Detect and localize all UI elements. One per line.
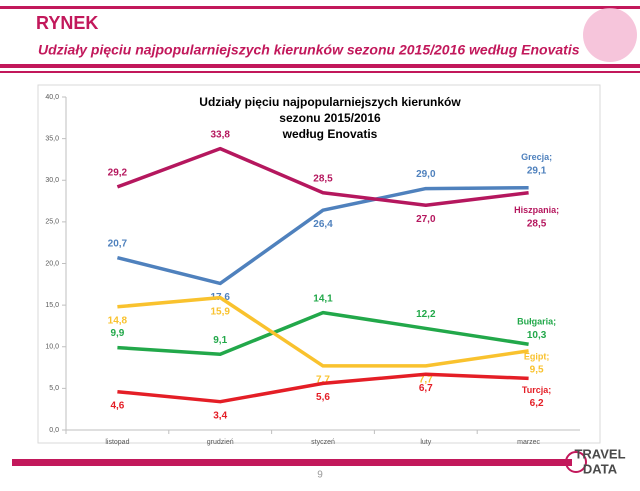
data-label: 28,5 (313, 173, 333, 184)
logo-ring (565, 451, 587, 473)
y-tick-label: 35,0 (45, 135, 59, 142)
globe-logo (583, 8, 637, 62)
legend-label: Egipt; (524, 351, 550, 361)
footer-bar (12, 459, 572, 466)
data-label: 29,1 (527, 165, 547, 176)
data-label: 10,3 (527, 330, 547, 341)
chart-title: sezonu 2015/2016 (279, 111, 381, 125)
y-tick-label: 25,0 (45, 219, 59, 226)
x-tick-label: grudzień (207, 439, 234, 446)
y-tick-label: 15,0 (45, 302, 59, 309)
data-label: 29,2 (108, 168, 128, 179)
data-label: 12,2 (416, 309, 436, 320)
slide-title: RYNEK (36, 13, 98, 33)
data-label: 20,7 (108, 238, 128, 249)
data-label: 15,9 (210, 306, 230, 317)
logo-text: TRAVEL (574, 446, 625, 461)
slide-subtitle: Udziały pięciu najpopularniejszych kieru… (38, 42, 580, 58)
y-tick-label: 5,0 (49, 385, 59, 392)
header-bar (0, 64, 640, 68)
data-label: 6,2 (530, 398, 544, 409)
data-label: 4,6 (110, 400, 124, 411)
data-label: 28,5 (527, 218, 547, 229)
data-label: 14,1 (313, 293, 333, 304)
series-line (117, 295, 529, 368)
legend-label: Grecja; (521, 152, 552, 162)
legend-label: Hiszpania; (514, 205, 559, 215)
data-label: 6,7 (419, 383, 433, 394)
y-tick-label: 30,0 (45, 177, 59, 184)
legend-label: Bułgaria; (517, 317, 556, 327)
data-label: 9,9 (110, 328, 124, 339)
header-bar (0, 71, 640, 73)
data-label: 27,0 (416, 214, 436, 225)
page-number: 9 (317, 470, 323, 481)
data-label: 29,0 (416, 169, 436, 180)
y-tick-label: 40,0 (45, 94, 59, 101)
chart-title: według Enovatis (282, 127, 378, 141)
logo-text: DATA (583, 461, 618, 476)
data-label: 9,5 (530, 365, 544, 376)
chart-title: Udziały pięciu najpopularniejszych kieru… (199, 95, 461, 109)
series-line (117, 310, 529, 356)
y-tick-label: 20,0 (45, 260, 59, 267)
legend-label: Turcja; (522, 385, 551, 395)
top-bar (0, 6, 640, 9)
data-label: 7,7 (316, 375, 330, 386)
x-tick-label: styczeń (311, 439, 335, 446)
data-label: 5,6 (316, 392, 330, 403)
series-line (116, 146, 529, 207)
data-label: 14,8 (108, 315, 128, 326)
y-tick-label: 10,0 (45, 344, 59, 351)
series-line (116, 185, 529, 286)
data-label: 3,4 (213, 410, 227, 421)
x-tick-label: listopad (105, 439, 129, 446)
data-label: 9,1 (213, 335, 227, 346)
data-label: 33,8 (210, 129, 230, 140)
x-tick-label: luty (420, 439, 431, 446)
series-line (117, 372, 529, 404)
y-tick-label: 0,0 (49, 427, 59, 434)
data-label: 7,7 (419, 375, 433, 386)
x-tick-label: marzec (517, 439, 540, 446)
data-label: 26,4 (313, 219, 333, 230)
